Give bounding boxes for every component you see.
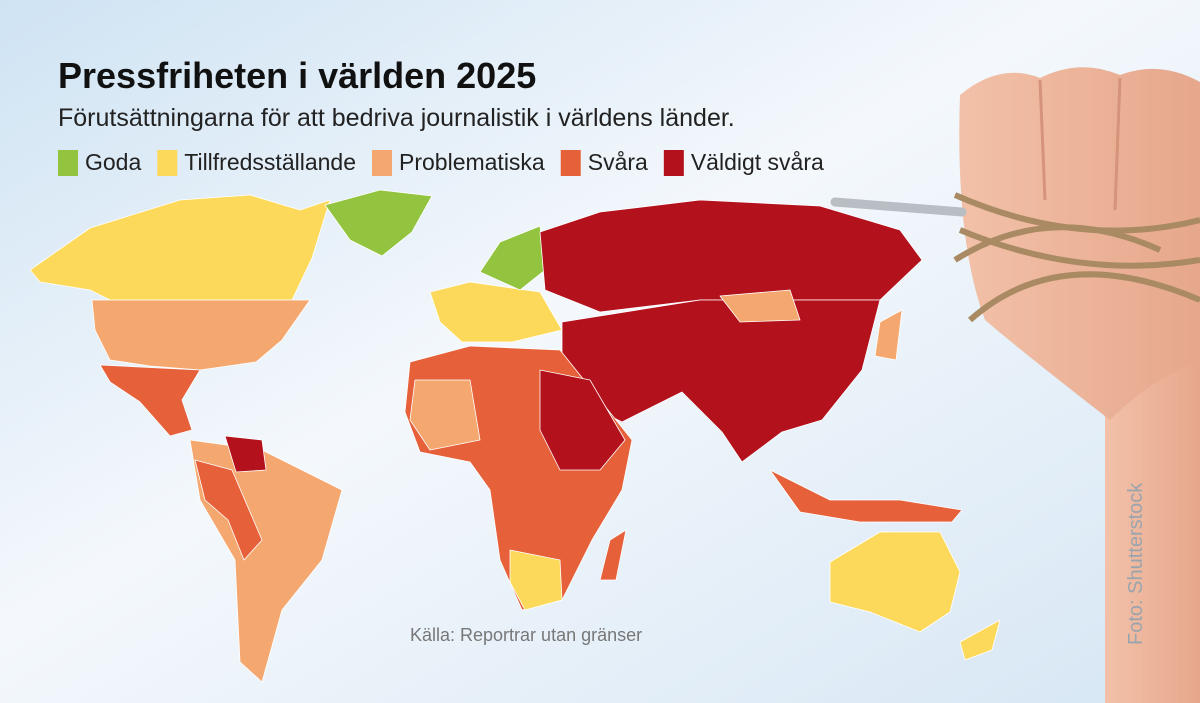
title: Pressfriheten i världen 2025 <box>58 55 536 96</box>
greenland <box>324 189 433 257</box>
legend-swatch <box>58 150 78 176</box>
source: Källa: Reportrar utan gränser <box>410 625 642 645</box>
east-africa <box>539 369 626 471</box>
southeast-asia <box>769 469 963 523</box>
legend-swatch <box>663 150 684 176</box>
legend-swatch <box>157 150 178 176</box>
photo-illustration <box>830 67 1200 703</box>
southern-africa <box>509 549 563 611</box>
north-america-north <box>29 194 331 301</box>
europe <box>429 281 563 343</box>
australia <box>829 531 961 633</box>
pen <box>830 197 967 217</box>
subtitle: Förutsättningarna för att bedriva journa… <box>58 104 735 132</box>
legend-label: Goda <box>85 149 141 175</box>
legend-swatch <box>372 150 392 176</box>
legend-label: Tillfredsställande <box>184 149 356 175</box>
legend-label: Problematiska <box>399 149 545 175</box>
fist <box>959 67 1200 420</box>
legend-label: Svåra <box>588 149 648 175</box>
world-map <box>29 189 1001 683</box>
madagascar <box>599 529 627 581</box>
rope <box>953 192 1200 323</box>
legend-label: Väldigt svåra <box>691 149 824 175</box>
japan <box>874 309 903 361</box>
mongolia <box>719 289 801 323</box>
new-zealand <box>959 619 1001 661</box>
venezuela <box>224 435 267 473</box>
finger-lines <box>1038 77 1122 211</box>
legend-swatch <box>560 150 581 176</box>
central-america <box>99 364 201 437</box>
photo-credit: Foto: Shutterstock <box>1125 482 1147 645</box>
south-america-west <box>194 459 263 561</box>
legend: Goda Tillfredsställande Problematiska Svåra… <box>58 149 824 176</box>
russia <box>539 199 923 313</box>
west-africa <box>409 379 481 451</box>
